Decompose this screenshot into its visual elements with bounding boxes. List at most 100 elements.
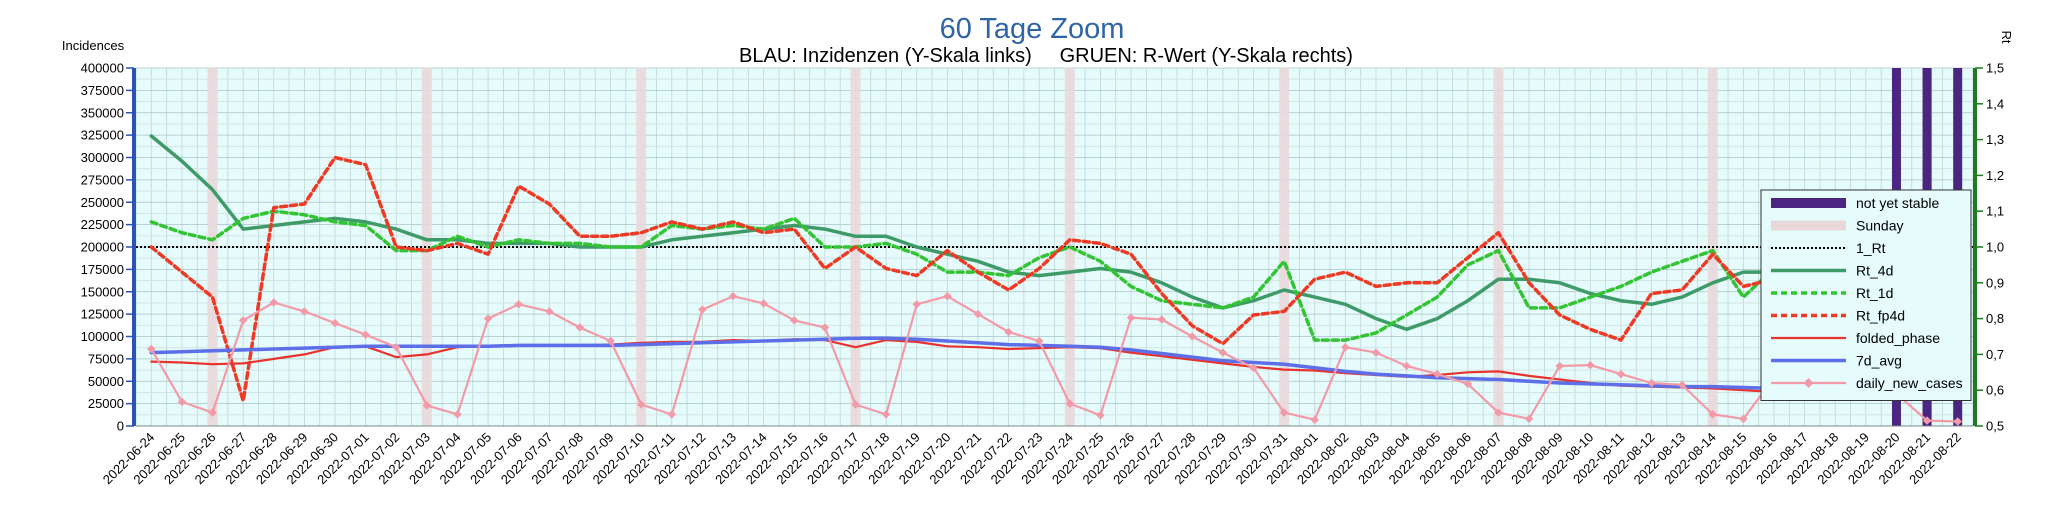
point-daily-new-cases [636, 400, 646, 409]
y-left-tick-label: 75000 [88, 351, 124, 366]
point-daily-new-cases [1371, 348, 1381, 357]
point-daily-new-cases [1157, 315, 1166, 324]
point-daily-new-cases [330, 318, 340, 328]
point-daily-new-cases [1432, 369, 1442, 379]
point-daily-new-cases [1953, 417, 1962, 426]
point-daily-new-cases [1341, 342, 1350, 352]
point-daily-new-cases [1004, 327, 1013, 337]
point-daily-new-cases [422, 401, 432, 410]
point-daily-new-cases [269, 298, 279, 307]
y-left-tick-label: 175000 [81, 262, 124, 277]
point-daily-new-cases [759, 299, 768, 308]
point-daily-new-cases [912, 300, 921, 309]
legend-label-rt-4d: Rt_4d [1856, 263, 1893, 279]
y-axis-right-title: Rt [1999, 31, 2014, 44]
point-daily-new-cases [820, 323, 830, 332]
legend-label-not-yet-stable: not yet stable [1856, 195, 1939, 211]
y-left-tick-label: 325000 [81, 128, 124, 143]
y-left-tick-label: 200000 [81, 240, 124, 255]
y-left-tick-label: 350000 [81, 105, 124, 120]
point-daily-new-cases [1188, 332, 1197, 341]
point-daily-new-cases [1708, 410, 1718, 419]
series-daily-new-cases [150, 295, 1959, 423]
y-left-tick-label: 400000 [81, 61, 124, 76]
point-daily-new-cases [545, 307, 554, 316]
legend-label-7d-avg: 7d_avg [1856, 353, 1902, 369]
sunday-band [421, 68, 432, 426]
y-left-tick-label: 125000 [81, 307, 124, 322]
point-daily-new-cases [1126, 313, 1136, 322]
point-daily-new-cases [1034, 336, 1044, 346]
point-daily-new-cases [728, 291, 738, 301]
point-daily-new-cases [881, 410, 891, 419]
y-right-tick-label: 0,8 [1986, 311, 2004, 326]
point-daily-new-cases [973, 309, 983, 319]
series-rt-fp4d [149, 155, 1960, 403]
point-daily-new-cases [1739, 414, 1748, 424]
point-daily-new-cases [1218, 348, 1228, 357]
point-daily-new-cases [147, 344, 156, 354]
y-right-tick-label: 1,2 [1986, 168, 2004, 183]
point-daily-new-cases [177, 397, 187, 407]
y-left-tick-label: 0 [117, 419, 124, 434]
point-daily-new-cases [943, 291, 952, 301]
y-right-tick-label: 0,6 [1986, 383, 2004, 398]
legend-swatch-sunday [1771, 220, 1846, 231]
legend: not yet stable Sunday 1_Rt Rt_4d Rt_1d Rt_fp4… [1760, 189, 1972, 401]
point-daily-new-cases [1310, 415, 1319, 424]
y-right-tick-label: 0,7 [1986, 347, 2004, 362]
point-daily-new-cases [790, 316, 799, 325]
sunday-band [1493, 68, 1504, 426]
y-left-tick-label: 100000 [81, 329, 124, 344]
point-daily-new-cases [1555, 361, 1564, 371]
point-daily-new-cases [300, 307, 309, 316]
point-daily-new-cases [1922, 416, 1932, 425]
point-daily-new-cases [1647, 378, 1656, 388]
series-lines [136, 134, 1973, 426]
point-daily-new-cases [1616, 369, 1626, 379]
y-right-tick-label: 1,0 [1986, 240, 2004, 255]
point-daily-new-cases [606, 336, 615, 346]
y-left-tick-label: 300000 [81, 150, 124, 165]
y-left-tick-label: 275000 [81, 172, 124, 187]
point-daily-new-cases [698, 305, 707, 314]
point-daily-new-cases [1249, 363, 1258, 373]
y-left-tick-label: 25000 [88, 396, 124, 411]
legend-label-folded-phase: folded_phase [1856, 330, 1940, 346]
y-left-tick-label: 250000 [81, 195, 124, 210]
point-daily-new-cases [1402, 361, 1411, 371]
legend-label-daily-new-cases: daily_new_cases [1856, 375, 1963, 391]
y-right-tick-label: 1,1 [1986, 204, 2004, 219]
legend-label-rt-1d: Rt_1d [1856, 285, 1893, 301]
y-left-tick-label: 225000 [81, 217, 124, 232]
point-daily-new-cases [514, 300, 523, 309]
chart-title: 60 Tage Zoom [940, 13, 1125, 45]
y-right-tick-label: 1,4 [1986, 96, 2004, 111]
y-right-tick-label: 1,5 [1986, 61, 2004, 76]
point-daily-new-cases [1463, 379, 1473, 389]
point-daily-new-cases [575, 323, 585, 332]
y-right-tick-label: 0,5 [1986, 419, 2004, 434]
point-daily-new-cases [391, 342, 401, 352]
point-daily-new-cases [1524, 414, 1534, 424]
y-right-tick-label: 0,9 [1986, 275, 2004, 290]
y-left-tick-label: 375000 [81, 83, 124, 98]
y-axis-left-title: Incidences [62, 38, 125, 53]
point-daily-new-cases [483, 314, 493, 323]
y-right-tick-label: 1,3 [1986, 132, 2004, 147]
point-daily-new-cases [1677, 380, 1687, 390]
point-daily-new-cases [453, 410, 462, 419]
legend-marker-daily-new-cases [1803, 378, 1814, 388]
legend-label-sunday: Sunday [1856, 218, 1903, 234]
point-daily-new-cases [1586, 360, 1595, 370]
y-left-tick-label: 150000 [81, 284, 124, 299]
point-daily-new-cases [1065, 399, 1075, 408]
point-daily-new-cases [667, 410, 677, 419]
legend-label-rt-fp4d: Rt_fp4d [1856, 308, 1905, 324]
chart-subtitle: BLAU: Inzidenzen (Y-Skala links) GRUEN: … [739, 45, 1353, 67]
y-left-tick-label: 50000 [88, 374, 124, 389]
point-daily-new-cases [238, 316, 248, 325]
point-daily-new-cases [1494, 408, 1503, 417]
point-daily-new-cases [208, 408, 217, 417]
